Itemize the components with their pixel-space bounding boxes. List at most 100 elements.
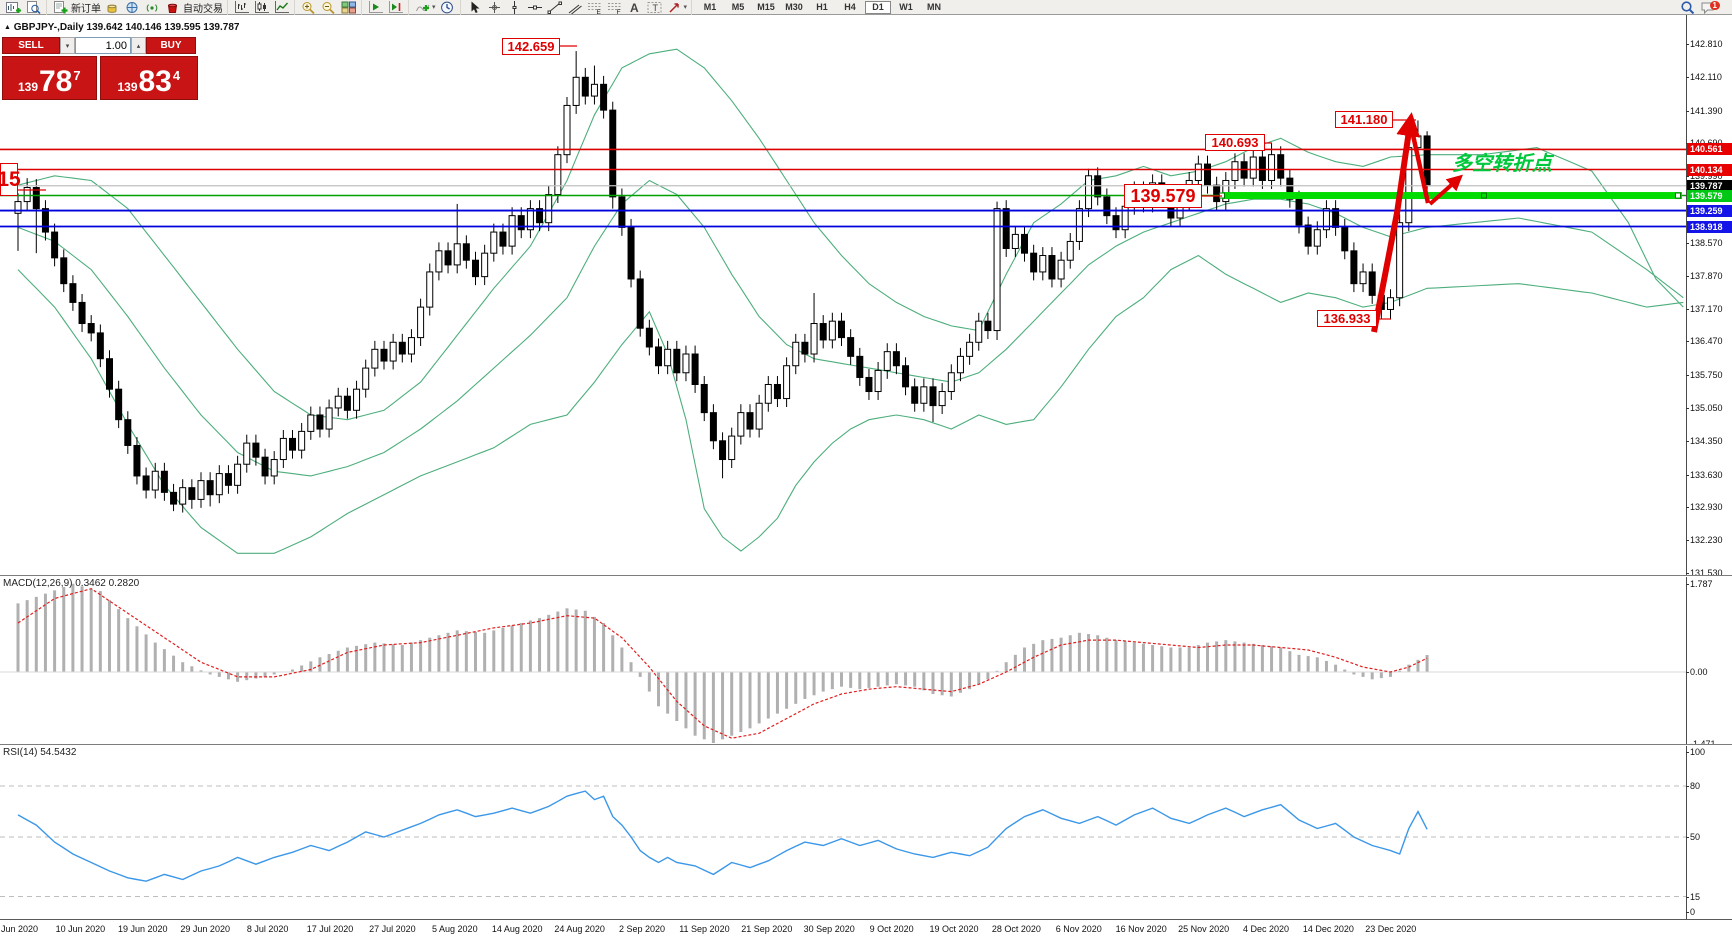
rsi-chart <box>0 785 1686 897</box>
panel-separator[interactable] <box>0 575 1732 577</box>
toolbar-button-trendline[interactable] <box>545 0 565 14</box>
price-tick: 132.230 <box>1686 535 1723 546</box>
toolbar-button-fibo-f[interactable]: F <box>605 0 625 14</box>
toolbar-button-tile-windows[interactable] <box>339 0 359 14</box>
toolbar-button-label: 自动交易 <box>183 3 223 15</box>
timeframe-H4[interactable]: H4 <box>844 1 856 12</box>
timeframe-M15[interactable]: M15 <box>757 1 775 12</box>
rsi-line <box>17 790 1428 882</box>
toolbar-button-label: 新订单 <box>71 3 101 15</box>
panel-separator[interactable] <box>0 744 1732 746</box>
date-tick: 2 Sep 2020 <box>618 924 666 934</box>
price-badge-140.561: 140.561 <box>1687 143 1732 156</box>
toolbar-button-fibo-e[interactable]: E <box>585 0 605 14</box>
buy-price-button[interactable]: 139 83 4 <box>99 56 198 100</box>
buy-button[interactable]: BUY <box>146 37 196 54</box>
sell-button[interactable]: SELL <box>2 37 60 54</box>
price-tick: 135.750 <box>1686 370 1723 381</box>
timeframe-W1[interactable]: W1 <box>899 1 913 12</box>
vline-icon <box>512 0 517 14</box>
timeframe-M5[interactable]: M5 <box>731 1 745 12</box>
price-tick: 132.930 <box>1686 502 1723 513</box>
price-tick: 137.870 <box>1686 270 1723 281</box>
fibo-f-icon: F <box>607 2 622 14</box>
sell-price-pip: 7 <box>73 68 81 83</box>
zoom-group <box>294 0 361 15</box>
sell-price-prefix: 139 <box>17 80 38 94</box>
date-tick: 6 Nov 2020 <box>1055 924 1102 934</box>
price-tick: 134.350 <box>1686 435 1723 446</box>
timeframe-M30[interactable]: M30 <box>785 1 803 12</box>
toolbar-button-candles-chart[interactable] <box>252 0 272 14</box>
hline-icon <box>527 5 542 9</box>
timeframe-MN[interactable]: MN <box>927 1 942 12</box>
toolbar-button-autoscroll[interactable] <box>366 0 386 14</box>
toolbar-button-text-label[interactable]: T <box>645 0 665 14</box>
macd-tick: 1.787 <box>1686 579 1713 590</box>
price-badge-139.579: 139.579 <box>1687 189 1732 202</box>
toolbar-button-cursor[interactable] <box>465 0 485 14</box>
toolbar-button-autotrade[interactable]: 自动交易 <box>163 0 225 15</box>
toolbar-button-add-indicator[interactable]: ▾ <box>413 0 438 14</box>
candlestick-chart <box>0 45 1686 554</box>
price-tick: 139.990 <box>1686 171 1723 182</box>
toolbar-button-clock[interactable] <box>438 0 458 14</box>
support-trendline[interactable] <box>1222 192 1682 200</box>
toolbar-button-styler[interactable] <box>103 0 123 14</box>
toolbar-button-chart-profiles[interactable] <box>24 0 44 14</box>
timeframe-M1[interactable]: M1 <box>703 1 717 12</box>
rsi-label: RSI(14) 54.5432 <box>3 747 77 758</box>
toolbar-button-chart-shift[interactable] <box>386 0 406 14</box>
rsi-axis: 100 80 50 15 0 <box>1685 746 1732 919</box>
toolbar-button-arrows[interactable]: ▾ <box>665 0 690 14</box>
toolbar-button-zoom-out[interactable] <box>319 0 339 14</box>
chart-symbol-info: ▲ GBPJPY-,Daily 139.642 140.146 139.595 … <box>4 22 239 33</box>
volume-increase-button[interactable]: ▴ <box>131 37 146 54</box>
price-badge-139.787: 139.787 <box>1687 179 1732 192</box>
timeframe-D1[interactable]: D1 <box>865 0 892 14</box>
toolbar-button-bars-chart[interactable] <box>232 0 252 14</box>
rsi-indicator-panel: 100 80 50 15 0 RSI(14) 54.5432 <box>0 746 1732 919</box>
text-icon: A <box>630 1 639 14</box>
volume-input[interactable] <box>75 37 131 54</box>
macd-histogram <box>16 583 1429 744</box>
toolbar-button-crosshair[interactable] <box>485 0 505 14</box>
trendline-handle[interactable] <box>1675 192 1681 199</box>
charts-group <box>0 0 46 15</box>
toolbar: 新订单 自动交易 ▾ E F A T ▾ M1 M5 M15 M30 H1 H4 D1 W1 MN 1 <box>0 0 1732 15</box>
new-chart-icon <box>6 1 21 13</box>
bars-chart-icon <box>235 0 249 13</box>
objects-group: E F A T ▾ <box>459 0 692 15</box>
fibo-e-icon: E <box>587 2 602 14</box>
timeframe-H1[interactable]: H1 <box>816 1 828 12</box>
toolbar-button-new-chart[interactable] <box>4 0 24 14</box>
volume-decrease-button[interactable]: ▾ <box>60 37 75 54</box>
trade-signal-arrow[interactable] <box>1371 112 1463 333</box>
scroll-group <box>361 0 408 15</box>
charttype-group <box>227 0 294 15</box>
toolbar-button-line-chart[interactable] <box>272 0 292 14</box>
tile-windows-icon <box>341 1 356 13</box>
toolbar-button-new-order[interactable]: 新订单 <box>51 0 103 15</box>
trendline-handle[interactable] <box>1481 192 1487 199</box>
toolbar-button-chat[interactable]: 1 <box>1698 0 1728 14</box>
toolbar-button-zoom-in[interactable] <box>299 0 319 14</box>
toolbar-button-hline[interactable] <box>525 0 545 14</box>
sell-price-button[interactable]: 139 78 7 <box>2 56 97 100</box>
macd-chart <box>0 583 1686 744</box>
toolbar-button-text[interactable]: A <box>625 0 645 14</box>
date-tick: 10 Jun 2020 <box>55 924 106 934</box>
price-tick: 141.390 <box>1686 105 1723 116</box>
toolbar-button-search[interactable] <box>1678 0 1698 14</box>
date-tick: 28 Oct 2020 <box>991 924 1041 934</box>
arrows-icon <box>668 2 679 13</box>
toolbar-button-publisher[interactable] <box>123 0 143 14</box>
toolbar-button-vline[interactable] <box>505 0 525 14</box>
toolbar-button-channel[interactable] <box>565 0 585 14</box>
toolbar-button-signals[interactable] <box>143 0 163 14</box>
rsi-tick: 100 <box>1685 747 1706 757</box>
zoom-out-icon <box>322 1 335 14</box>
date-tick: 19 Oct 2020 <box>929 924 979 934</box>
styler-icon <box>107 4 117 13</box>
